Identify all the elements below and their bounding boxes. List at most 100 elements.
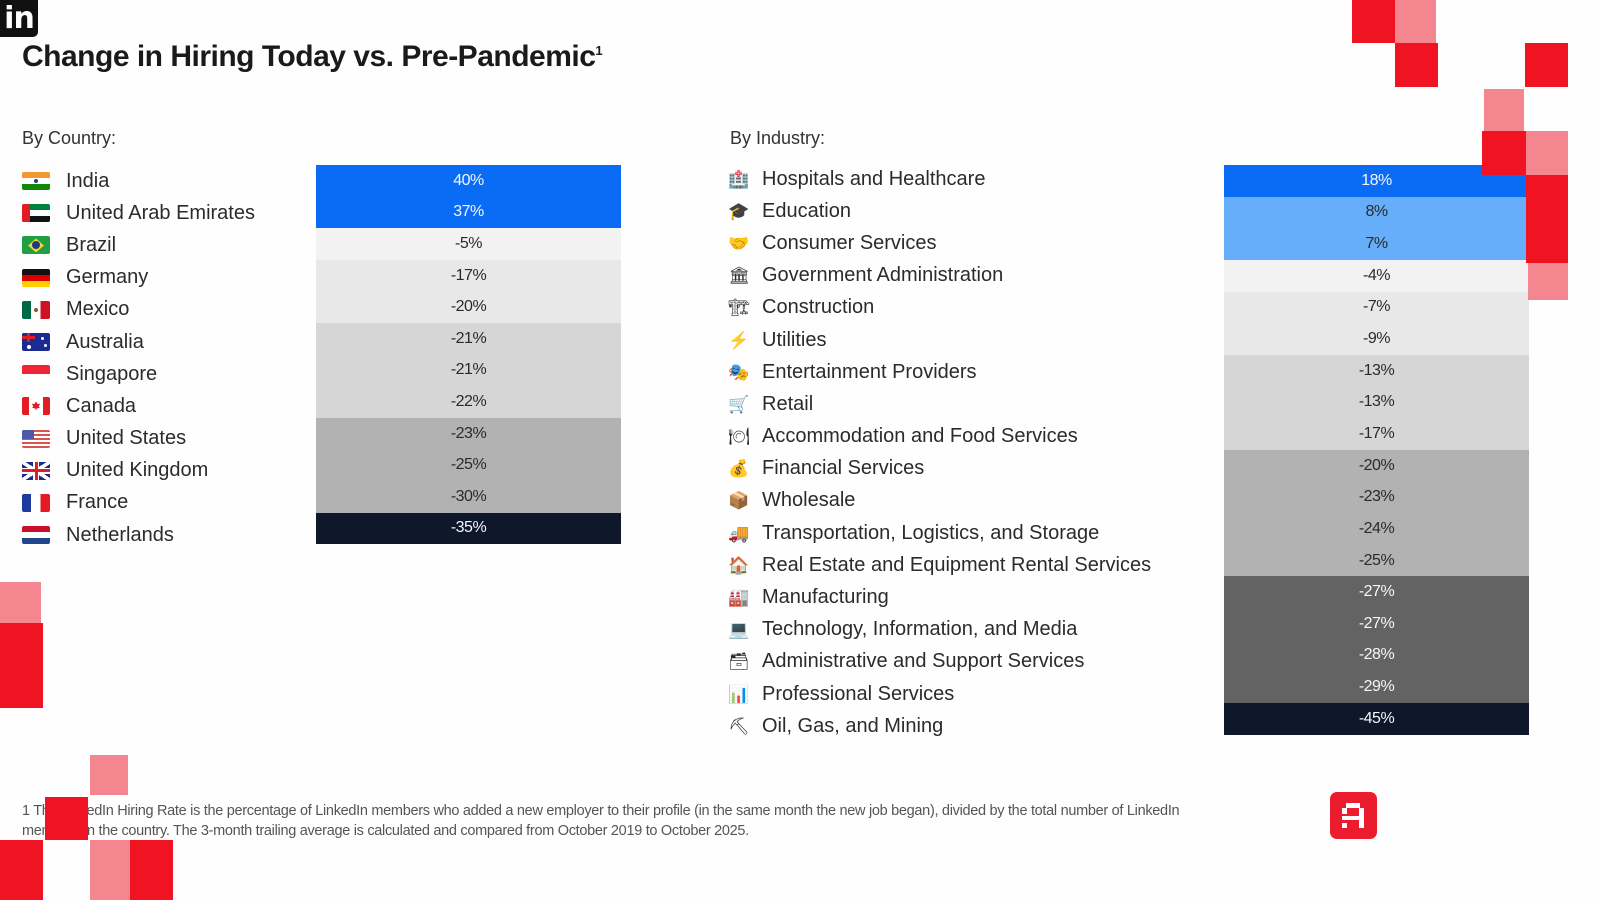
decor-square	[90, 755, 128, 795]
flag-canada-icon	[22, 397, 50, 416]
industry-row: 🎓 Education	[728, 195, 1218, 227]
industry-value-cell: -17%	[1224, 418, 1529, 450]
country-row: Australia	[22, 326, 312, 358]
industry-value-cell: -13%	[1224, 354, 1529, 387]
industry-row: 🍽 Accommodation and Food Services	[728, 421, 1218, 453]
laptop-icon: 💻	[728, 620, 750, 640]
handshake-icon: 🤝	[728, 233, 750, 253]
country-value-cell: 40%	[316, 165, 621, 197]
flag-usa-icon	[22, 429, 50, 448]
industry-value-cell: -24%	[1224, 513, 1529, 545]
country-row: Germany	[22, 262, 312, 294]
industry-value-cell: 18%	[1224, 165, 1529, 197]
industry-value-cell: -7%	[1224, 291, 1529, 324]
country-row: India	[22, 165, 312, 197]
country-row: United Arab Emirates	[22, 197, 312, 229]
industry-row: 💰 Financial Services	[728, 453, 1218, 485]
industry-row: 🤝 Consumer Services	[728, 227, 1218, 259]
industry-row: ⛏ Oil, Gas, and Mining	[728, 710, 1218, 742]
country-name: Netherlands	[66, 523, 174, 546]
decor-square	[0, 582, 41, 623]
decor-square	[1395, 0, 1436, 43]
industry-name: Oil, Gas, and Mining	[762, 714, 944, 737]
country-value-cell: 37%	[316, 196, 621, 229]
decor-square	[1484, 89, 1524, 131]
country-name: Canada	[66, 394, 137, 417]
industry-value-cell: -13%	[1224, 386, 1529, 419]
country-values-table: 40% 37% -5% -17% -20% -21% -21% -22% -23% -25% -30…	[316, 165, 621, 545]
country-list: India United Arab Emirates Brazil Germany Me…	[22, 165, 312, 551]
country-value-cell: -21%	[316, 354, 621, 387]
industry-name: Government Administration	[762, 264, 1004, 287]
country-name: Germany	[66, 266, 149, 289]
package-icon: 📦	[728, 491, 750, 511]
industry-row: 🏛 Government Administration	[728, 260, 1218, 292]
industry-row: 📊 Professional Services	[728, 678, 1218, 710]
industry-value-cell: -45%	[1224, 702, 1529, 735]
country-name: France	[66, 491, 129, 514]
country-value-cell: -20%	[316, 291, 621, 323]
industry-name: Education	[762, 199, 851, 222]
decor-square	[1352, 0, 1395, 43]
lightning-icon: ⚡	[728, 330, 750, 350]
country-row: Netherlands	[22, 519, 312, 551]
industry-value-cell: -4%	[1224, 259, 1529, 292]
country-row: Mexico	[22, 294, 312, 326]
industry-value-cell: -25%	[1224, 544, 1529, 577]
page-title-text: Change in Hiring Today vs. Pre-Pandemic	[22, 40, 596, 73]
industry-name: Accommodation and Food Services	[762, 425, 1078, 448]
linkedin-logo: in	[0, 0, 38, 37]
industry-name: Consumer Services	[762, 231, 937, 254]
decor-square	[0, 623, 43, 708]
country-name: United Kingdom	[66, 459, 209, 482]
flag-singapore-icon	[22, 365, 50, 384]
country-row: United States	[22, 423, 312, 455]
industry-row: 🏗 Construction	[728, 292, 1218, 324]
industry-value-cell: -9%	[1224, 323, 1529, 355]
flag-mexico-icon	[22, 300, 50, 319]
country-value-cell: -5%	[316, 228, 621, 260]
industry-row: 🚚 Transportation, Logistics, and Storage	[728, 517, 1218, 549]
industry-value-cell: 8%	[1224, 196, 1529, 229]
factory-icon: 🏭	[728, 588, 750, 608]
money-bag-icon: 💰	[728, 459, 750, 479]
graduation-cap-icon: 🎓	[728, 201, 750, 221]
industry-name: Wholesale	[762, 489, 856, 512]
industry-row: 📦 Wholesale	[728, 485, 1218, 517]
decor-square	[1395, 43, 1438, 87]
card-box-icon: 🗃	[728, 652, 750, 672]
delivery-truck-icon: 🚚	[728, 523, 750, 543]
flag-australia-icon	[22, 333, 50, 352]
industry-value-cell: -28%	[1224, 639, 1529, 672]
decor-square	[1525, 43, 1568, 87]
country-name: United States	[66, 427, 187, 450]
decor-square	[130, 840, 173, 900]
country-value-cell: -25%	[316, 449, 621, 481]
classical-building-icon: 🏛	[728, 266, 750, 286]
industry-value-cell: -27%	[1224, 576, 1529, 608]
decor-square	[1526, 131, 1568, 175]
decor-square	[1528, 263, 1568, 300]
country-value-cell: -35%	[316, 512, 621, 545]
industry-name: Technology, Information, and Media	[762, 618, 1078, 641]
industry-name: Entertainment Providers	[762, 360, 977, 383]
country-name: Mexico	[66, 298, 130, 321]
industry-value-cell: -23%	[1224, 481, 1529, 514]
industry-name: Retail	[762, 392, 814, 415]
industry-value-cell: -29%	[1224, 671, 1529, 703]
country-value-cell: -30%	[316, 480, 621, 513]
country-value-cell: -22%	[316, 386, 621, 418]
country-row: Canada	[22, 390, 312, 422]
industry-row: ⚡ Utilities	[728, 324, 1218, 356]
decor-square	[0, 840, 43, 900]
industry-name: Hospitals and Healthcare	[762, 167, 986, 190]
country-row: France	[22, 487, 312, 519]
flag-brazil-icon	[22, 236, 50, 255]
industry-name: Transportation, Logistics, and Storage	[762, 521, 1100, 544]
flag-germany-icon	[22, 268, 50, 287]
industry-row: 🏭 Manufacturing	[728, 581, 1218, 613]
footnote: 1 The LinkedIn Hiring Rate is the percen…	[22, 803, 1180, 839]
industry-row: 🗃 Administrative and Support Services	[728, 646, 1218, 678]
flag-india-icon	[22, 172, 50, 191]
country-row: Singapore	[22, 358, 312, 390]
